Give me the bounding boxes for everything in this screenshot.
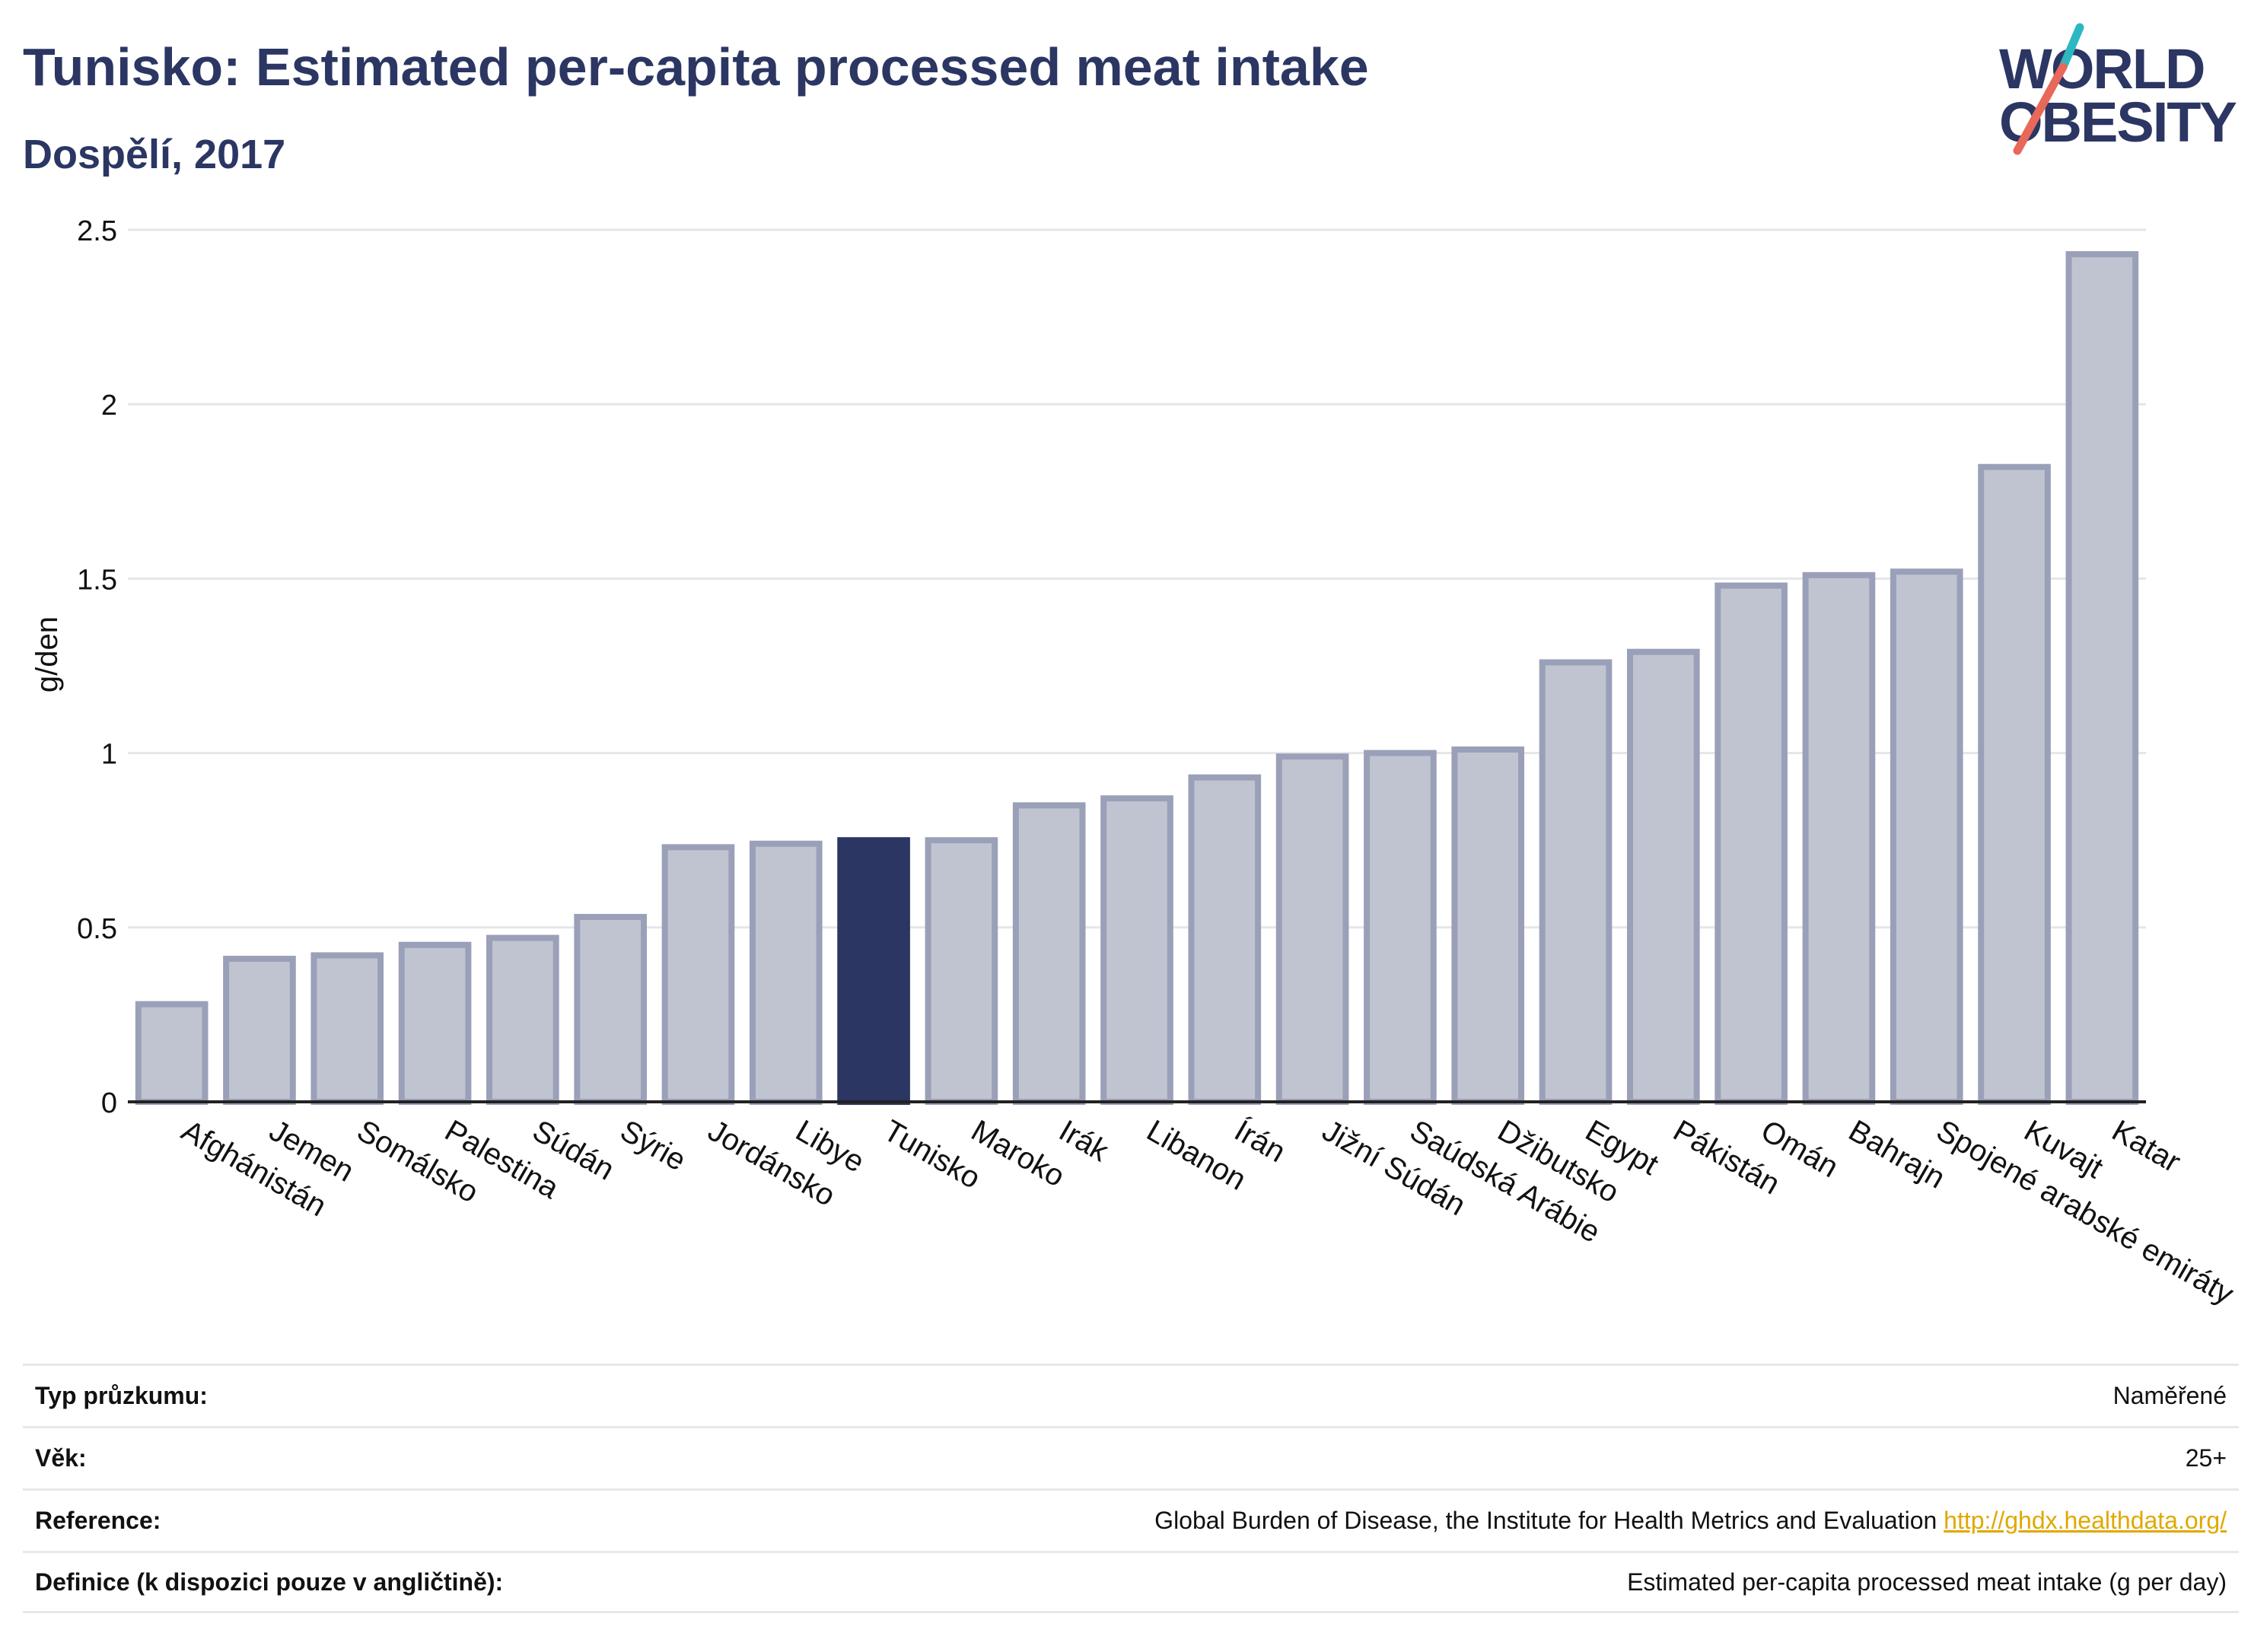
logo-line-1: WORLD <box>1999 37 2205 100</box>
bars <box>135 251 2139 1106</box>
y-tick-label: 2.5 <box>77 215 117 247</box>
x-tick-label: Sýrie <box>615 1114 692 1178</box>
x-tick-label: Libanon <box>1141 1114 1252 1197</box>
info-table: Typ průzkumu: Naměřené Věk: 25+ Referenc… <box>23 1364 2239 1613</box>
bar-chart: 0 0.5 1 1.5 2 2.5 AfghánistánJemenSomálskoPal… <box>30 215 2239 1311</box>
x-tick-label: Katar <box>2106 1114 2186 1179</box>
x-tick-label: Maroko <box>966 1114 1071 1194</box>
bar-19[interactable] <box>1802 571 1876 1105</box>
bar-9[interactable] <box>925 837 998 1105</box>
bar-15[interactable] <box>1451 746 1525 1105</box>
logo-line-2: OBESITY <box>1999 91 2237 154</box>
bar-1[interactable] <box>223 956 296 1106</box>
y-tick-label: 1.5 <box>77 564 117 596</box>
bar-17[interactable] <box>1627 648 1700 1105</box>
info-label: Věk: <box>35 1444 87 1472</box>
y-tick-label: 1 <box>101 739 117 771</box>
bar-21[interactable] <box>1978 463 2051 1106</box>
bar-3[interactable] <box>398 941 472 1105</box>
bar-12[interactable] <box>1188 774 1262 1105</box>
reference-link[interactable]: http://ghdx.healthdata.org/ <box>1944 1507 2227 1534</box>
y-tick-label: 2 <box>101 390 117 422</box>
y-tick-label: 0 <box>101 1087 117 1119</box>
y-axis-ticks: 0 0.5 1 1.5 2 2.5 <box>77 215 117 1119</box>
y-tick-label: 0.5 <box>77 913 117 945</box>
info-label: Reference: <box>35 1507 161 1534</box>
world-obesity-logo: WORLD OBESITY <box>1990 23 2241 160</box>
bar-0[interactable] <box>135 1001 209 1105</box>
bar-10[interactable] <box>1012 802 1086 1105</box>
bar-2[interactable] <box>310 952 384 1105</box>
info-row-survey-type: Typ průzkumu: Naměřené <box>23 1364 2239 1426</box>
info-label: Definice (k dispozici pouze v angličtině… <box>35 1568 504 1596</box>
bar-8[interactable] <box>837 837 910 1105</box>
x-tick-label: Tunisko <box>878 1114 986 1195</box>
bar-16[interactable] <box>1539 659 1613 1105</box>
info-value: Estimated per-capita processed meat inta… <box>1627 1568 2227 1596</box>
info-label: Typ průzkumu: <box>35 1382 208 1409</box>
bar-11[interactable] <box>1100 795 1173 1106</box>
bar-7[interactable] <box>749 840 823 1105</box>
y-axis-label: g/den <box>30 616 64 692</box>
info-value: Naměřené <box>2113 1382 2227 1409</box>
logo-slash-icon <box>2013 23 2084 155</box>
info-row-age: Věk: 25+ <box>23 1426 2239 1488</box>
bar-22[interactable] <box>2065 251 2139 1105</box>
chart-title: Tunisko: Estimated per-capita processed … <box>23 37 1369 97</box>
info-value-reference: Global Burden of Disease, the Institute … <box>1154 1507 2227 1535</box>
x-axis-labels: AfghánistánJemenSomálskoPalestinaSúdánSý… <box>176 1113 2239 1311</box>
bar-20[interactable] <box>1890 568 1963 1105</box>
bar-5[interactable] <box>574 914 647 1105</box>
bar-14[interactable] <box>1364 750 1437 1105</box>
bar-6[interactable] <box>661 844 735 1105</box>
chart-subtitle: Dospělí, 2017 <box>23 132 286 177</box>
reference-text: Global Burden of Disease, the Institute … <box>1154 1507 1937 1534</box>
info-row-reference: Reference: Global Burden of Disease, the… <box>23 1488 2239 1551</box>
bar-4[interactable] <box>486 934 559 1105</box>
info-value: 25+ <box>2185 1444 2227 1472</box>
bar-18[interactable] <box>1715 582 1788 1105</box>
bar-13[interactable] <box>1275 753 1349 1106</box>
x-tick-label: Bahrajn <box>1843 1114 1950 1195</box>
info-row-definition: Definice (k dispozici pouze v angličtině… <box>23 1551 2239 1613</box>
